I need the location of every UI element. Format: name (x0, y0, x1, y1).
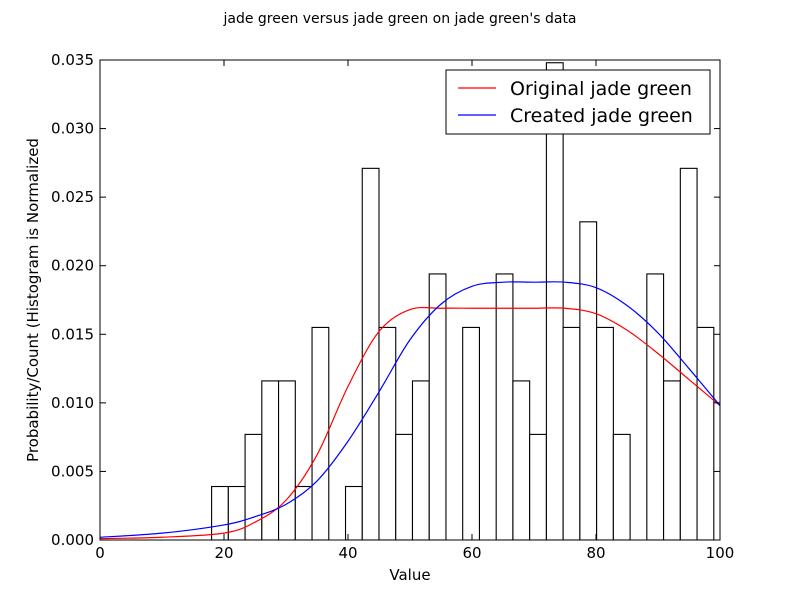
x-tick-label: 60 (462, 544, 481, 562)
histogram-bar-26 (646, 273, 665, 540)
histogram-bar-15 (462, 326, 480, 540)
axes: 0 20 40 60 80 100 0.000 0.005 0.010 0.015 0.020 0.0… (51, 51, 734, 562)
chart-title: jade green versus jade green on jade gre… (222, 11, 576, 27)
histogram-bar-10 (378, 326, 397, 540)
y-tick-label: 0.005 (51, 462, 94, 480)
series-line-0 (100, 306, 720, 540)
histogram-bar-24 (612, 433, 631, 540)
series-line-1 (100, 281, 720, 538)
histogram-bar-22 (579, 221, 598, 540)
histogram-bar-0 (211, 485, 229, 540)
histogram-bar-3 (261, 380, 280, 540)
histogram-bar-17 (495, 273, 514, 540)
y-tick-label: 0.010 (51, 394, 94, 412)
y-tick-label: 0.015 (51, 325, 94, 343)
y-tick-label: 0.030 (51, 120, 94, 138)
y-axis-label: Probability/Count (Histogram is Normaliz… (24, 138, 42, 462)
histogram-bar-29 (696, 326, 715, 540)
y-tick-label: 0.000 (51, 531, 94, 549)
histogram-bar-12 (411, 380, 430, 540)
x-tick-label: 0 (95, 544, 105, 562)
x-axis-label: Value (389, 566, 430, 584)
histogram-bar-19 (529, 433, 547, 540)
y-tick-label: 0.035 (51, 51, 94, 69)
y-tick-label: 0.025 (51, 188, 94, 206)
legend-label-0: Original jade green (510, 78, 692, 100)
histogram-bar-23 (596, 326, 614, 540)
x-tick-label: 80 (586, 544, 605, 562)
plot-area (100, 62, 720, 540)
histogram-bar-2 (244, 433, 263, 540)
legend-label-1: Created jade green (510, 105, 693, 127)
histogram-bar-11 (395, 433, 414, 540)
histogram-bar-5 (294, 485, 313, 540)
histogram-bar-27 (663, 380, 681, 540)
x-tick-label: 20 (214, 544, 233, 562)
histogram-bar-13 (428, 273, 447, 540)
histogram-bar-4 (278, 380, 296, 540)
legend-box (445, 69, 711, 135)
histogram-bar-8 (344, 485, 363, 540)
histogram-bar-28 (679, 167, 698, 540)
histogram-bar-20 (545, 62, 564, 540)
x-tick-label: 40 (338, 544, 357, 562)
histogram-bar-18 (512, 380, 531, 540)
histogram-bar-21 (562, 326, 581, 540)
y-tick-label: 0.020 (51, 257, 94, 275)
legend: Original jade green Created jade green (445, 69, 711, 135)
plot-frame (99, 59, 721, 541)
x-tick-label: 100 (706, 544, 735, 562)
histogram-bar-6 (311, 326, 330, 540)
